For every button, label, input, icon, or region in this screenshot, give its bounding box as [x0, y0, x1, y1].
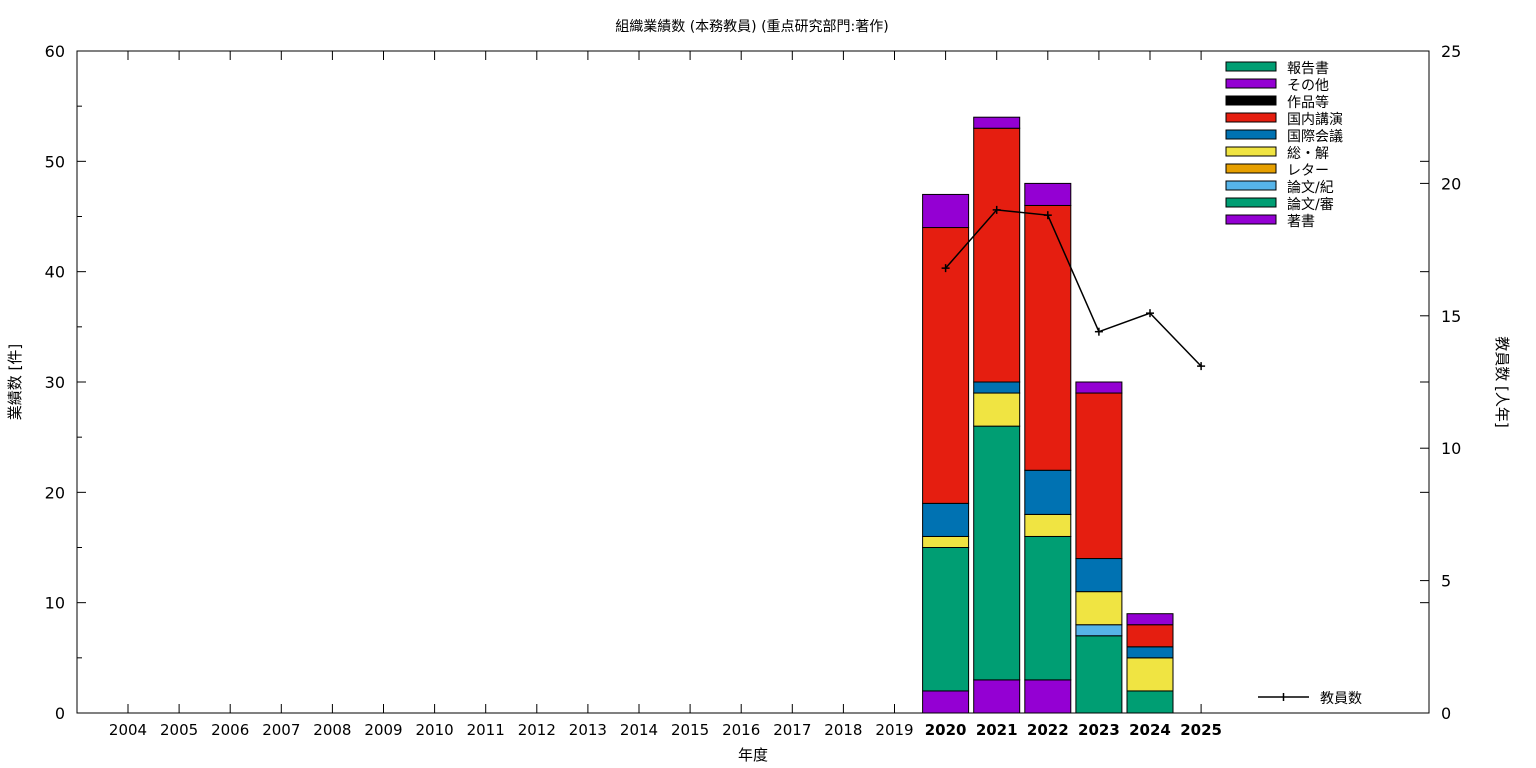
bar-segment	[922, 193, 970, 229]
bar-segment	[922, 690, 970, 714]
bar-segment	[1126, 624, 1174, 648]
bar-segment	[1075, 624, 1123, 637]
bar-segment	[922, 502, 970, 537]
bar-segment	[1075, 591, 1123, 626]
legend-label: 報告書	[1287, 61, 1329, 77]
y2-tick-label: 20	[1441, 174, 1461, 193]
x-tick-label: 2021	[976, 721, 1018, 739]
y-tick-label: 10	[45, 594, 65, 613]
legend-label: 著書	[1287, 214, 1315, 230]
legend-swatch	[1225, 146, 1277, 157]
chart-title: 組織業績数 (本務教員) (重点研究部門:著作)	[615, 19, 888, 35]
bar-segment	[922, 547, 970, 692]
x-tick-label: 2005	[160, 721, 198, 739]
legend-label: その他	[1287, 78, 1329, 94]
x-tick-label: 2015	[671, 721, 709, 739]
x-tick-label: 2011	[467, 721, 505, 739]
x-tick-label: 2004	[109, 721, 147, 739]
x-tick-label: 2025	[1180, 721, 1222, 739]
bar-segment	[1126, 646, 1174, 659]
y2-tick-label: 25	[1441, 42, 1461, 61]
x-tick-label: 2009	[364, 721, 402, 739]
x-tick-label: 2006	[211, 721, 249, 739]
y-axis-label: 業績数 [件]	[6, 344, 24, 420]
x-tick-label: 2018	[824, 721, 862, 739]
x-tick-label: 2016	[722, 721, 760, 739]
y-tick-label: 20	[45, 483, 65, 502]
bar-segment	[922, 535, 970, 549]
bar-segment	[973, 425, 1021, 681]
x-tick-label: 2024	[1129, 721, 1171, 739]
y-tick-label: 0	[55, 704, 65, 723]
legend-label: 総・解	[1287, 146, 1329, 162]
x-tick-label: 2022	[1027, 721, 1069, 739]
y2-tick-label: 10	[1441, 439, 1461, 458]
bar-segment	[1024, 204, 1072, 471]
bar-segment	[1126, 613, 1174, 626]
bar-segment	[1075, 635, 1123, 714]
x-tick-label: 2013	[569, 721, 607, 739]
bar-segment	[1075, 381, 1123, 394]
x-axis: 2004 2005 2006 2007 2008 2009 2010 2011 2012 2013…	[109, 51, 1222, 739]
legend-swatch	[1225, 163, 1277, 174]
legend-swatch	[1225, 112, 1277, 123]
x-tick-label: 2019	[875, 721, 913, 739]
bar-segment	[1126, 690, 1174, 714]
x-axis-label: 年度	[738, 746, 768, 764]
faculty-count-polyline	[945, 209, 1202, 367]
x-tick-label: 2020	[925, 721, 967, 739]
y-tick-label: 60	[45, 42, 65, 61]
bar-segment	[1075, 392, 1123, 560]
bar-segment	[1126, 657, 1174, 692]
bar-segment	[973, 127, 1021, 383]
legend-label: 作品等	[1287, 94, 1329, 111]
bar-segment	[1024, 679, 1072, 714]
bar-segment	[1024, 469, 1072, 515]
bar-segment	[1024, 535, 1072, 681]
bar-segment	[1024, 182, 1072, 206]
legend-swatch	[1225, 197, 1277, 208]
line-legend: 教員数	[1258, 691, 1362, 707]
legend-swatch	[1225, 61, 1277, 72]
line-legend-label: 教員数	[1320, 691, 1362, 707]
y-axis: 0 10 20 30 40 50 60	[45, 42, 1429, 723]
x-tick-label: 2017	[773, 721, 811, 739]
legend-label: レター	[1287, 163, 1329, 179]
legend-label: 論文/審	[1287, 197, 1334, 213]
legend-swatch	[1225, 129, 1277, 140]
y2-axis-label: 教員数 [人年]	[1493, 336, 1511, 427]
legend-label: 国内講演	[1287, 112, 1343, 128]
x-tick-label: 2010	[416, 721, 454, 739]
bar-stacks	[922, 116, 1174, 714]
x-tick-label: 2008	[313, 721, 351, 739]
legend-label: 国際会議	[1287, 128, 1343, 145]
bar-segment	[1024, 513, 1072, 537]
x-tick-label: 2023	[1078, 721, 1120, 739]
x-tick-label: 2007	[262, 721, 300, 739]
bar-segment	[973, 381, 1021, 394]
y2-tick-label: 5	[1441, 572, 1451, 591]
bar-segment	[973, 679, 1021, 714]
y-tick-label: 50	[45, 152, 65, 171]
bar-segment	[973, 392, 1021, 427]
faculty-count-line	[941, 205, 1206, 371]
x-tick-label: 2012	[518, 721, 556, 739]
legend-label: 論文/紀	[1287, 180, 1334, 196]
y-tick-label: 40	[45, 263, 65, 282]
y2-tick-label: 15	[1441, 307, 1461, 326]
x-tick-label: 2014	[620, 721, 658, 739]
y2-tick-label: 0	[1441, 704, 1451, 723]
y2-axis: 0 5 10 15 20 25	[1420, 42, 1461, 723]
legend-swatch	[1225, 180, 1277, 191]
y-tick-label: 30	[45, 373, 65, 392]
bar-segment	[1075, 558, 1123, 593]
legend-swatch	[1225, 214, 1277, 225]
bar-segment	[973, 116, 1021, 129]
legend-swatch	[1225, 95, 1277, 106]
legend-swatch	[1225, 78, 1277, 89]
